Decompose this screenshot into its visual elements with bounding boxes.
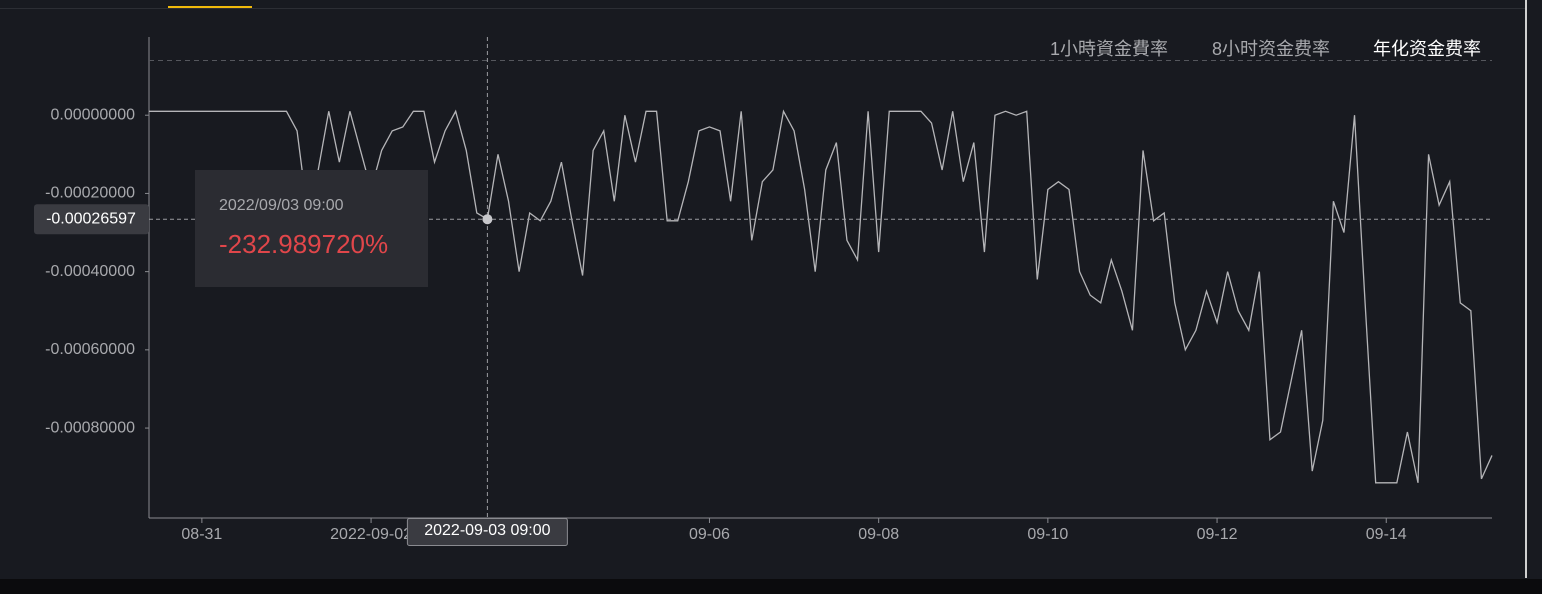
tooltip-value: -232.989720% <box>219 229 388 259</box>
x-tick-label: 09-14 <box>1366 526 1407 543</box>
x-pointer-label: 2022-09-03 09:00 <box>424 522 550 539</box>
y-tick-label: 0.00000000 <box>50 106 135 123</box>
y-pointer-label-bg <box>34 204 149 235</box>
x-tick-label: 2022-09-02 <box>330 526 412 543</box>
active-tab-indicator <box>168 6 252 8</box>
tab[interactable]: 1小時資金費率 <box>1050 39 1168 59</box>
y-tick-label: -0.00060000 <box>45 341 135 358</box>
y-tick-label: -0.00020000 <box>45 185 135 202</box>
y-tick-label: -0.00040000 <box>45 263 135 280</box>
y-pointer-label: -0.00026597 <box>46 210 136 227</box>
x-tick-label: 09-10 <box>1027 526 1068 543</box>
tooltip-box <box>195 170 428 287</box>
y-tick-label: -0.00080000 <box>45 419 135 436</box>
tooltip-title: 2022/09/03 09:00 <box>219 197 344 214</box>
tab[interactable]: 8小时资金费率 <box>1212 39 1330 59</box>
bottom-strip <box>0 579 1542 594</box>
x-tick-label: 08-31 <box>181 526 222 543</box>
x-tick-label: 09-06 <box>689 526 730 543</box>
x-tick-label: 09-08 <box>858 526 899 543</box>
tab[interactable]: 年化资金费率 <box>1373 39 1481 59</box>
cursor-point <box>482 214 493 225</box>
x-pointer-label-bg <box>406 518 568 546</box>
x-tick-label: 09-12 <box>1197 526 1238 543</box>
